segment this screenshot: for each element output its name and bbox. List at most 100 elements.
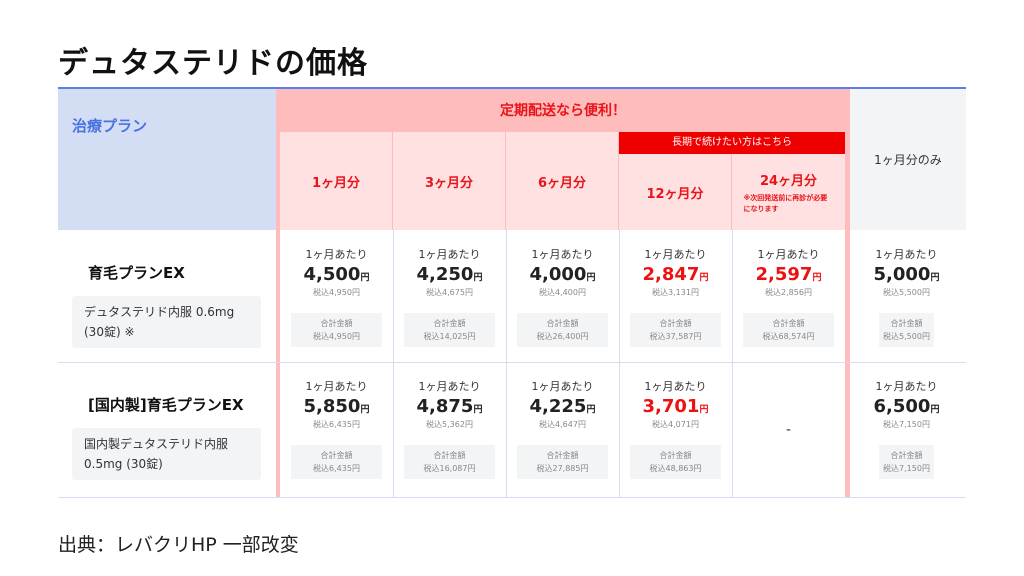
tax-included-price: 税込4,400円 — [539, 288, 586, 297]
column-label: 1ヶ月分 — [311, 175, 361, 191]
tax-included-price: 税込5,362円 — [426, 420, 473, 429]
price-cell: 1ヶ月あたり 6,500円 税込7,150円 合計金額 税込7,150円 — [850, 362, 963, 479]
price-value: 2,847 — [642, 264, 700, 285]
price-cell: 1ヶ月あたり 4,250円 税込4,675円 合計金額税込14,025円 — [393, 230, 506, 347]
price-value: 2,597 — [755, 264, 813, 285]
per-month-label: 1ヶ月あたり — [531, 248, 594, 261]
total-label: 合計金額 — [546, 451, 579, 460]
total-box: 合計金額税込26,400円 — [517, 313, 608, 347]
monthly-price: 4,875円 — [393, 396, 506, 417]
monthly-price: 5,000円 — [850, 264, 963, 285]
total-value: 税込7,150円 — [883, 464, 930, 473]
yen-unit: 円 — [473, 273, 483, 283]
divider — [506, 230, 507, 497]
price-value: 4,250 — [416, 264, 474, 285]
divider — [393, 230, 394, 497]
price-cell: 1ヶ月あたり 4,500円 税込4,950円 合計金額 税込4,950円 — [280, 230, 393, 347]
total-value: 税込26,400円 — [536, 332, 589, 341]
yen-unit: 円 — [360, 405, 370, 415]
total-value: 税込14,025円 — [423, 332, 476, 341]
price-value: 6,500 — [873, 396, 931, 417]
tax-included-price: 税込4,647円 — [539, 420, 586, 429]
tax-included-price: 税込7,150円 — [883, 420, 930, 429]
per-month-label: 1ヶ月あたり — [531, 380, 594, 393]
per-month-label: 1ヶ月あたり — [757, 248, 820, 261]
monthly-price: 5,850円 — [280, 396, 393, 417]
per-month-label: 1ヶ月あたり — [418, 380, 481, 393]
price-cell: 1ヶ月あたり 4,875円 税込5,362円 合計金額 税込16,087円 — [393, 362, 506, 479]
price-cell: 1ヶ月あたり 5,000円 税込5,500円 合計金額 税込5,500円 — [850, 230, 963, 347]
per-month-label: 1ヶ月あたり — [644, 380, 707, 393]
total-value: 税込5,500円 — [883, 332, 930, 341]
total-box: 合計金額税込14,025円 — [404, 313, 495, 347]
long-term-banner: 長期で続けたい方はこちら — [619, 132, 845, 154]
divider — [619, 230, 620, 497]
divider — [276, 230, 280, 497]
price-cell: 1ヶ月あたり 2,597円 税込2,856円 合計金額 税込68,574円 — [732, 230, 845, 347]
per-month-label: 1ヶ月あたり — [305, 248, 368, 261]
table-top-border — [58, 87, 966, 89]
monthly-price: 4,225円 — [506, 396, 619, 417]
monthly-price: 4,500円 — [280, 264, 393, 285]
total-value: 税込16,087円 — [423, 464, 476, 473]
price-value: 5,000 — [873, 264, 931, 285]
page-title: デュタステリドの価格 — [58, 46, 368, 81]
total-value: 税込37,587円 — [649, 332, 702, 341]
total-label: 合計金額 — [890, 451, 923, 460]
price-value: 3,701 — [642, 396, 700, 417]
per-month-label: 1ヶ月あたり — [305, 380, 368, 393]
total-value: 税込48,863円 — [649, 464, 702, 473]
total-box: 合計金額税込4,950円 — [291, 313, 382, 347]
price-value: 4,500 — [303, 264, 361, 285]
tax-included-price: 税込2,856円 — [765, 288, 812, 297]
price-cell: - — [732, 362, 845, 438]
total-value: 税込27,885円 — [536, 464, 589, 473]
column-header-6m: 6ヶ月分 — [506, 132, 618, 230]
per-month-label: 1ヶ月あたり — [644, 248, 707, 261]
yen-unit: 円 — [586, 273, 596, 283]
total-label: 合計金額 — [772, 319, 805, 328]
total-value: 税込4,950円 — [313, 332, 360, 341]
yen-unit: 円 — [586, 405, 596, 415]
price-value: 4,000 — [529, 264, 587, 285]
monthly-price: 4,000円 — [506, 264, 619, 285]
column-header-1m: 1ヶ月分 — [280, 132, 392, 230]
tax-included-price: 税込5,500円 — [883, 288, 930, 297]
tax-included-price: 税込3,131円 — [652, 288, 699, 297]
total-label: 合計金額 — [659, 319, 692, 328]
total-box: 合計金額 税込16,087円 — [404, 445, 495, 479]
yen-unit: 円 — [699, 273, 709, 283]
plan-name: 育毛プランEX — [88, 264, 185, 282]
total-label: 合計金額 — [890, 319, 923, 328]
column-label: 12ヶ月分 — [646, 186, 704, 202]
column-label: 6ヶ月分 — [537, 175, 587, 191]
price-cell: 1ヶ月あたり 3,701円 税込4,071円 合計金額 税込48,863円 — [619, 362, 732, 479]
total-label: 合計金額 — [546, 319, 579, 328]
monthly-price: 3,701円 — [619, 396, 732, 417]
price-value: 5,850 — [303, 396, 361, 417]
column-header-single: 1ヶ月分のみ — [850, 89, 966, 230]
total-box: 合計金額税込5,500円 — [879, 313, 934, 347]
tax-included-price: 税込4,675円 — [426, 288, 473, 297]
per-month-label: 1ヶ月あたり — [418, 248, 481, 261]
total-label: 合計金額 — [320, 319, 353, 328]
price-cell: 1ヶ月あたり 4,225円 税込4,647円 合計金額税込27,885円 — [506, 362, 619, 479]
total-box: 合計金額 税込68,574円 — [743, 313, 834, 347]
tax-included-price: 税込6,435円 — [313, 420, 360, 429]
per-month-label: 1ヶ月あたり — [875, 248, 938, 261]
yen-unit: 円 — [812, 273, 822, 283]
plan-header: 治療プラン — [58, 89, 276, 230]
column-header-24m: 24ヶ月分 ※次回発送前に再診が必要になります — [732, 154, 845, 230]
total-label: 合計金額 — [433, 319, 466, 328]
total-box: 合計金額 税込48,863円 — [630, 445, 721, 479]
renewal-note: ※次回発送前に再診が必要になります — [743, 193, 828, 213]
price-value: 4,875 — [416, 396, 474, 417]
plan-description: デュタステリド内服 0.6mg (30錠) ※ — [72, 296, 261, 348]
total-value: 税込6,435円 — [313, 464, 360, 473]
total-label: 合計金額 — [320, 451, 353, 460]
total-box: 合計金額税込37,587円 — [630, 313, 721, 347]
tax-included-price: 税込4,950円 — [313, 288, 360, 297]
monthly-price: 4,250円 — [393, 264, 506, 285]
source-citation: 出典：レバクリHP 一部改変 — [58, 534, 299, 556]
monthly-price: 2,847円 — [619, 264, 732, 285]
